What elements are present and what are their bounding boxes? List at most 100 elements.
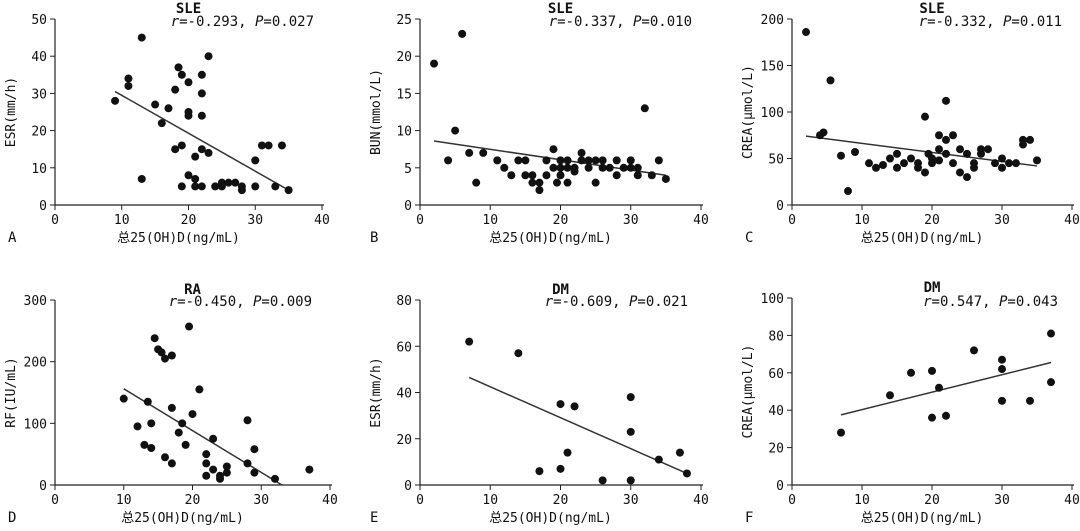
- data-point: [935, 383, 943, 392]
- panel-letter: D: [8, 510, 16, 526]
- data-point: [921, 112, 929, 121]
- data-point: [556, 171, 565, 180]
- data-point: [191, 182, 200, 191]
- y-tick-label: 100: [761, 292, 784, 307]
- data-point: [591, 156, 600, 165]
- data-point: [647, 171, 656, 180]
- r-symbol: r: [549, 14, 558, 30]
- panel-title: SLE: [548, 1, 573, 17]
- x-tick-label: 30: [994, 493, 1010, 508]
- p-value: =0.011: [1011, 14, 1062, 30]
- data-point: [222, 462, 231, 471]
- p-symbol: P: [253, 294, 262, 310]
- data-point: [444, 156, 453, 165]
- p-value: =0.043: [1007, 294, 1058, 310]
- x-tick-label: 40: [314, 213, 330, 228]
- data-point: [185, 322, 194, 331]
- x-tick-label: 10: [482, 213, 498, 228]
- data-point: [928, 366, 936, 375]
- x-tick-label: 30: [994, 213, 1010, 228]
- data-point: [542, 171, 551, 180]
- data-point: [171, 145, 180, 154]
- panel-title: DM: [924, 280, 941, 296]
- p-symbol: P: [999, 294, 1008, 310]
- y-tick-label: 150: [761, 60, 784, 75]
- panel-letter: F: [745, 510, 753, 526]
- data-point: [133, 422, 142, 431]
- data-point: [963, 173, 971, 182]
- y-tick-label: 0: [776, 479, 784, 494]
- data-point: [626, 393, 635, 402]
- data-point: [521, 171, 530, 180]
- r-symbol: r: [545, 294, 554, 310]
- data-point: [451, 126, 460, 135]
- data-point: [577, 148, 586, 157]
- data-point: [619, 163, 628, 172]
- data-point: [819, 128, 828, 137]
- data-point: [535, 467, 544, 476]
- p-value: =0.009: [261, 294, 312, 310]
- panel-title: SLE: [176, 1, 201, 17]
- panel-letter: B: [370, 230, 378, 246]
- x-tick-label: 20: [185, 493, 201, 508]
- data-point: [998, 355, 1006, 364]
- data-point: [942, 149, 950, 158]
- data-point: [528, 171, 537, 180]
- data-point: [826, 76, 835, 85]
- data-point: [188, 410, 197, 419]
- data-point: [598, 476, 607, 485]
- data-point: [137, 174, 146, 183]
- p-value: =0.021: [637, 294, 688, 310]
- data-point: [942, 135, 950, 144]
- data-point: [147, 419, 156, 428]
- y-tick-label: 50: [31, 13, 47, 28]
- data-point: [591, 178, 600, 187]
- x-tick-label: 30: [623, 213, 639, 228]
- data-point: [640, 104, 649, 113]
- data-point: [865, 159, 873, 168]
- data-point: [535, 178, 544, 187]
- y-tick-label: 100: [761, 106, 784, 121]
- data-point: [177, 141, 186, 150]
- data-point: [211, 182, 220, 191]
- y-tick-label: 40: [31, 50, 47, 65]
- y-axis-label: ESR(mm/h): [369, 357, 384, 427]
- data-point: [184, 78, 193, 87]
- data-point: [598, 163, 607, 172]
- data-point: [626, 163, 635, 172]
- y-tick-label: 30: [31, 87, 47, 102]
- data-point: [150, 334, 159, 343]
- y-tick-label: 80: [768, 329, 784, 344]
- data-point: [458, 29, 467, 38]
- data-point: [563, 156, 572, 165]
- data-point: [197, 145, 206, 154]
- data-point: [549, 163, 558, 172]
- data-point: [556, 400, 565, 409]
- data-point: [465, 337, 474, 346]
- data-point: [174, 63, 183, 72]
- p-symbol: P: [1003, 14, 1012, 30]
- y-tick-label: 0: [404, 479, 412, 494]
- data-point: [682, 469, 691, 478]
- data-point: [577, 156, 586, 165]
- data-point: [171, 85, 180, 94]
- data-point: [191, 152, 200, 161]
- y-tick-label: 10: [31, 162, 47, 177]
- data-point: [197, 182, 206, 191]
- data-point: [570, 402, 579, 411]
- correlation-annotation: r=-0.609, P=0.021: [545, 294, 688, 310]
- panel-letter: A: [8, 230, 17, 246]
- data-point: [605, 163, 614, 172]
- data-point: [949, 131, 957, 140]
- data-point: [243, 416, 252, 425]
- data-point: [216, 471, 224, 480]
- data-point: [231, 178, 240, 187]
- data-point: [177, 70, 186, 79]
- data-point: [167, 403, 176, 412]
- trend-line: [840, 361, 1052, 416]
- data-point: [963, 149, 971, 158]
- x-tick-label: 0: [788, 213, 796, 228]
